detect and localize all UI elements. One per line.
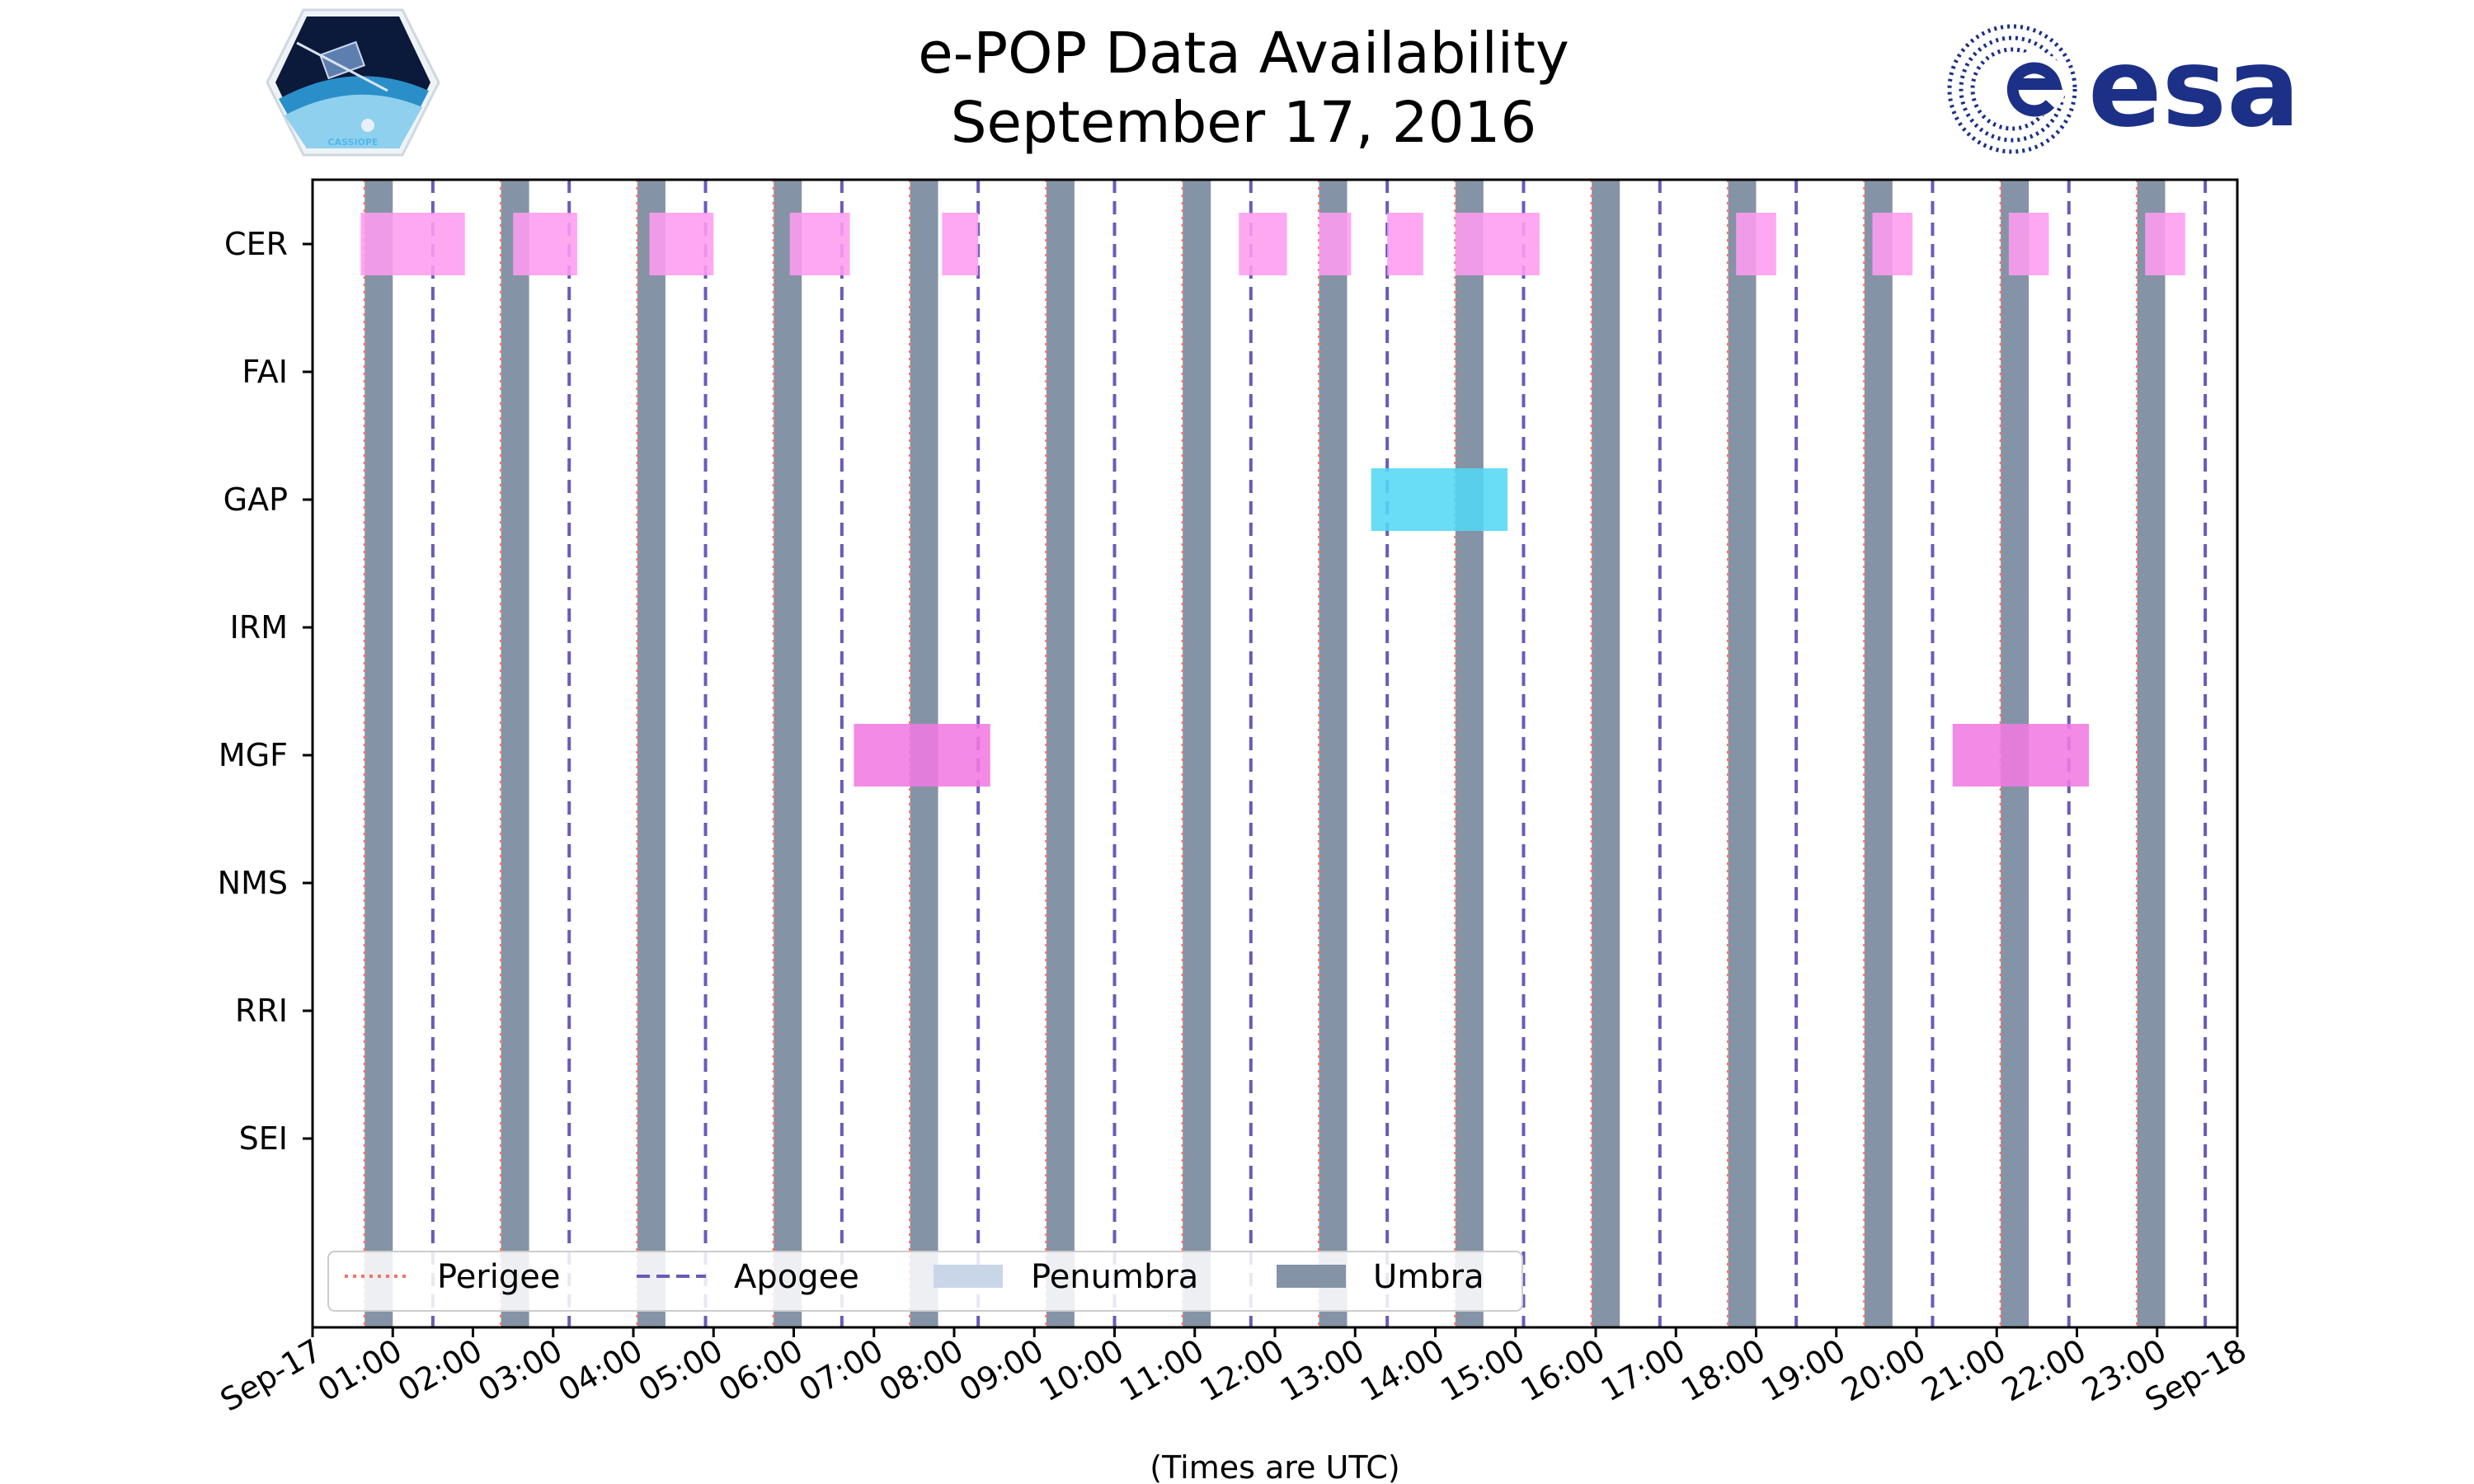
x-tick-label: 04:00 <box>553 1332 649 1409</box>
availability-bar-cer <box>2008 213 2049 275</box>
legend-penumbra-label: Penumbra <box>1031 1258 1198 1296</box>
umbra-band <box>501 180 529 1327</box>
availability-bar-cer <box>1736 213 1776 275</box>
x-tick-label: 22:00 <box>1996 1332 2092 1409</box>
y-tick-label: RRI <box>235 993 288 1029</box>
x-tick-label: 07:00 <box>793 1332 889 1409</box>
umbra-band <box>1183 180 1211 1327</box>
legend-umbra-label: Umbra <box>1373 1258 1484 1296</box>
availability-bar-cer <box>2145 213 2185 275</box>
chart-title-line-2: September 17, 2016 <box>951 90 1537 156</box>
availability-bar-cer <box>1455 213 1540 275</box>
x-tick-label: 17:00 <box>1595 1332 1691 1409</box>
umbra-band <box>1728 180 1757 1327</box>
x-tick-label: 13:00 <box>1274 1332 1371 1409</box>
x-tick-label: 05:00 <box>633 1332 729 1409</box>
cassiope-logo: CASSIOPE <box>266 8 440 157</box>
availability-bars <box>360 213 2185 787</box>
x-tick-label: 14:00 <box>1354 1332 1451 1409</box>
x-tick-label: 11:00 <box>1113 1332 1210 1409</box>
x-tick-label: 21:00 <box>1916 1332 2012 1409</box>
umbra-layer <box>365 180 2166 1327</box>
y-axis-ticks: CER FAI GAP IRM MGF NMS RRI SEI <box>218 226 313 1157</box>
availability-bar-cer <box>1387 213 1423 275</box>
umbra-band <box>1592 180 1620 1327</box>
availability-bar-mgf <box>854 724 990 787</box>
umbra-band <box>365 180 393 1327</box>
legend-frame <box>327 1251 1523 1312</box>
umbra-band <box>1319 180 1348 1327</box>
y-tick-label: GAP <box>223 481 288 518</box>
availability-bar-cer <box>649 213 714 275</box>
esa-logo: esa <box>1947 24 2300 154</box>
x-tick-label: Sep-17 <box>214 1332 328 1419</box>
availability-bar-cer <box>1319 213 1352 275</box>
availability-bar-cer <box>360 213 465 275</box>
x-tick-label: 15:00 <box>1434 1332 1531 1409</box>
y-tick-label: FAI <box>242 354 288 390</box>
availability-bar-cer <box>513 213 577 275</box>
cassiope-logo-text: CASSIOPE <box>328 137 379 148</box>
x-tick-label: 10:00 <box>1033 1332 1130 1409</box>
x-tick-label: 18:00 <box>1675 1332 1771 1409</box>
umbra-band <box>774 180 802 1327</box>
availability-bar-cer <box>1239 213 1287 275</box>
legend-perigee-label: Perigee <box>437 1258 560 1296</box>
y-tick-label: MGF <box>219 737 288 773</box>
x-tick-label: 16:00 <box>1515 1332 1611 1409</box>
x-tick-label: 09:00 <box>953 1332 1050 1409</box>
x-tick-label: 03:00 <box>472 1332 568 1409</box>
x-tick-label: 12:00 <box>1194 1332 1291 1409</box>
apogee-layer <box>430 180 2208 1327</box>
x-axis-ticks: Sep-1701:0002:0003:0004:0005:0006:0007:0… <box>214 1327 2253 1419</box>
y-tick-label: NMS <box>218 865 288 901</box>
y-tick-label: SEI <box>239 1120 288 1157</box>
x-tick-label: 08:00 <box>873 1332 970 1409</box>
legend: Perigee Apogee Penumbra Umbra <box>327 1251 1523 1312</box>
umbra-band <box>1046 180 1075 1327</box>
umbra-band <box>637 180 666 1327</box>
y-tick-label: CER <box>224 226 288 262</box>
plot-frame <box>311 178 2239 1329</box>
x-axis-label: (Times are UTC) <box>1150 1449 1399 1484</box>
x-tick-label: 01:00 <box>312 1332 408 1409</box>
chart-title-line-1: e-POP Data Availability <box>918 21 1569 87</box>
x-tick-label: 02:00 <box>392 1332 488 1409</box>
availability-bar-cer <box>1872 213 1913 275</box>
y-tick-label: IRM <box>230 609 288 646</box>
x-tick-label: 20:00 <box>1836 1332 1932 1409</box>
umbra-band <box>1455 180 1484 1327</box>
x-tick-label: 06:00 <box>713 1332 809 1409</box>
availability-bar-mgf <box>1952 724 2090 787</box>
umbra-band <box>1864 180 1893 1327</box>
availability-bar-cer <box>789 213 850 275</box>
legend-umbra-marker <box>1277 1265 1346 1288</box>
availability-bar-cer <box>942 213 979 275</box>
legend-penumbra-marker <box>934 1265 1003 1288</box>
umbra-band <box>2137 180 2166 1327</box>
esa-logo-text: esa <box>2088 25 2300 152</box>
legend-apogee-label: Apogee <box>734 1258 859 1296</box>
availability-bar-gap <box>1371 468 1508 531</box>
x-tick-label: 19:00 <box>1755 1332 1851 1409</box>
